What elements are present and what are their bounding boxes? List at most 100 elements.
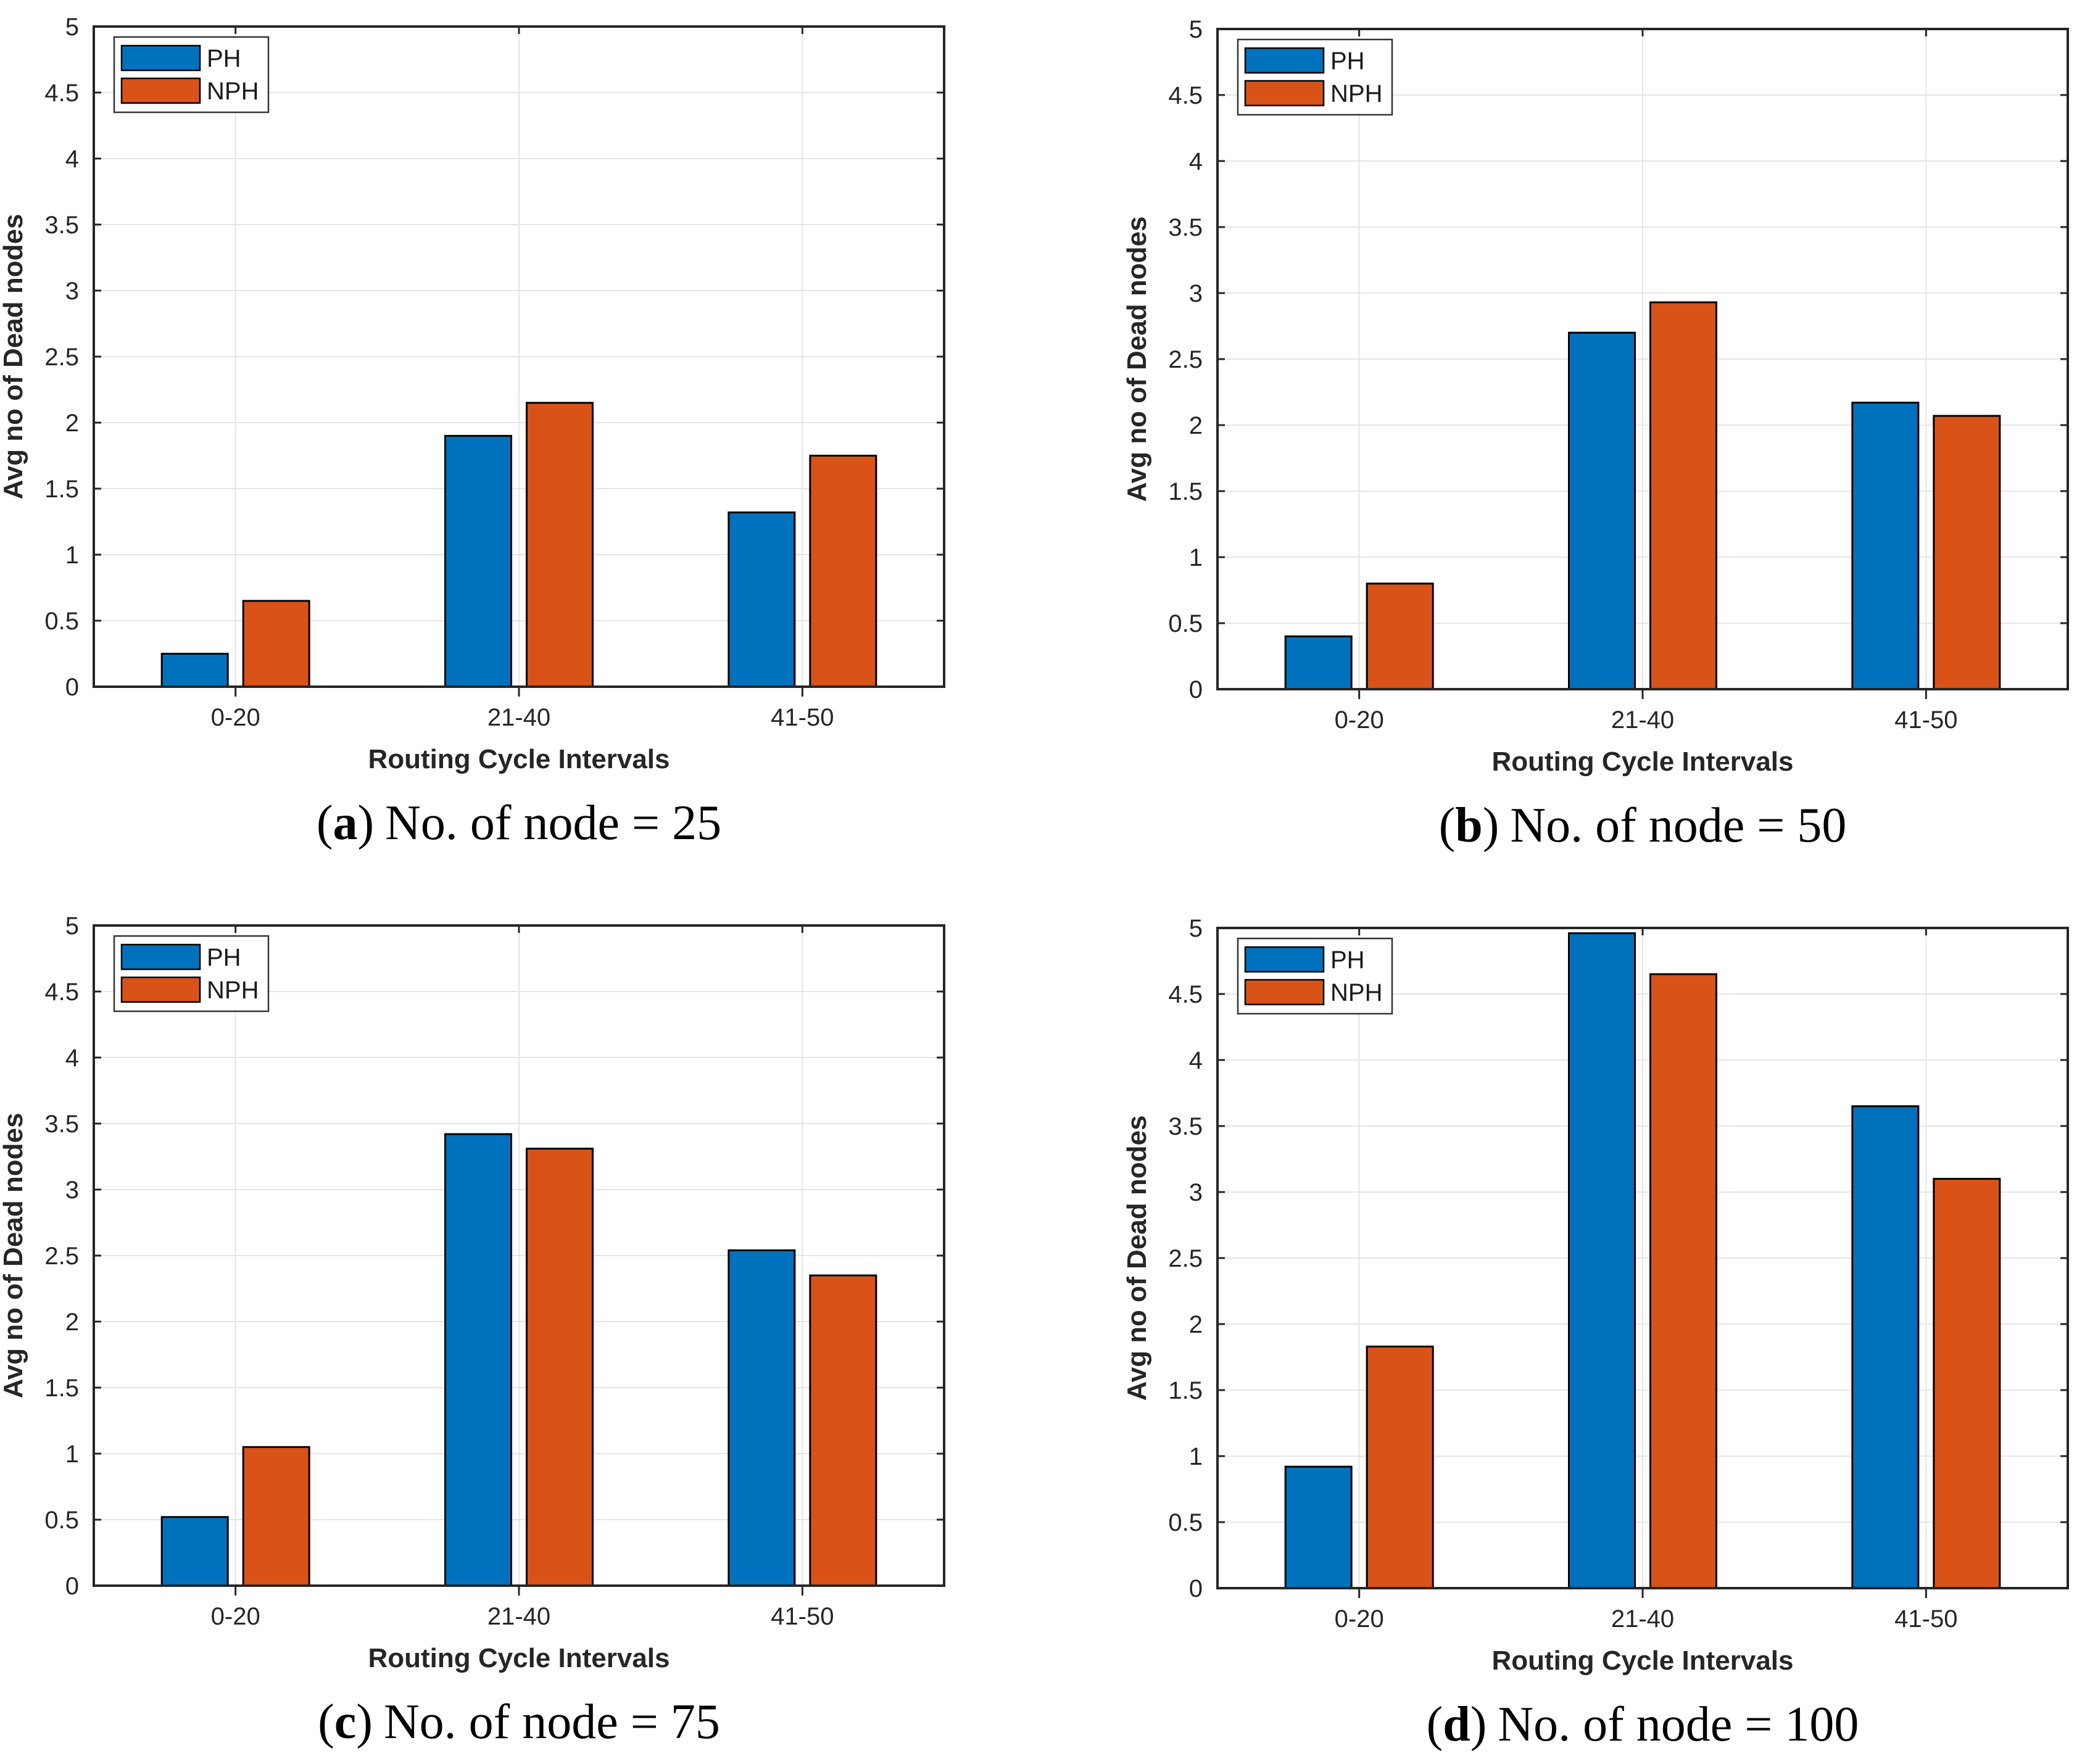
caption-letter-c: c bbox=[334, 1695, 357, 1749]
y-tick-label: 1 bbox=[65, 1441, 79, 1468]
x-axis-label: Routing Cycle Intervals bbox=[1491, 1646, 1793, 1676]
legend-label-ph: PH bbox=[207, 45, 241, 72]
y-tick-label: 4 bbox=[1189, 148, 1203, 175]
caption-text-d: No. of node = 100 bbox=[1498, 1697, 1859, 1752]
x-axis-label: Routing Cycle Intervals bbox=[1491, 747, 1793, 777]
y-tick-label: 5 bbox=[1189, 915, 1203, 942]
y-tick-label: 3 bbox=[1189, 1179, 1203, 1206]
y-tick-label: 0.5 bbox=[44, 608, 79, 635]
caption-open-paren: ( bbox=[1438, 798, 1456, 853]
y-tick-label: 2.5 bbox=[44, 344, 79, 371]
bar-nph-21-40 bbox=[526, 402, 594, 688]
bar-chart-d: 0 0.5 1 1.5 2 2.5 3 3.5 4 4.5 5 0-20 21-40 41-50 Routi… bbox=[1122, 915, 2069, 1676]
y-tick-label: 1.5 bbox=[44, 476, 79, 503]
chart-caption-a: (a) No. of node = 25 bbox=[94, 795, 944, 851]
caption-close-paren: ) bbox=[1470, 1697, 1487, 1752]
plot-box bbox=[1216, 927, 2069, 1589]
y-tick-label: 4.5 bbox=[44, 80, 79, 107]
y-tick-label: 2 bbox=[1189, 412, 1203, 439]
bar-ph-21-40 bbox=[444, 434, 512, 688]
y-axis-label: Avg no of Dead nodes bbox=[1122, 217, 1152, 502]
y-tick-label: 3.5 bbox=[44, 1111, 79, 1138]
y-tick-label: 4.5 bbox=[44, 979, 79, 1006]
chart-caption-d: (d) No. of node = 100 bbox=[1217, 1696, 2068, 1753]
caption-letter-b: b bbox=[1455, 798, 1483, 853]
y-tick-label: 1.5 bbox=[44, 1375, 79, 1402]
x-tick-label: 0-20 bbox=[1335, 1605, 1384, 1633]
y-tick-label: 3 bbox=[1189, 280, 1203, 307]
bar-chart-c: 0 0.5 1 1.5 2 2.5 3 3.5 4 4.5 5 0-20 21-40 41-50 Routi… bbox=[0, 913, 945, 1673]
y-tick-label: 4 bbox=[65, 1045, 79, 1072]
bar-nph-0-20 bbox=[242, 600, 310, 688]
y-axis-label: Avg no of Dead nodes bbox=[1122, 1116, 1152, 1401]
y-tick-label: 2.5 bbox=[44, 1243, 79, 1270]
chart-caption-b: (b) No. of node = 50 bbox=[1217, 797, 2068, 854]
y-tick-label: 1.5 bbox=[1168, 1377, 1203, 1404]
caption-text-b: No. of node = 50 bbox=[1510, 798, 1847, 853]
bar-nph-41-50 bbox=[809, 455, 877, 688]
chart-panel-a: 0 0.5 1 1.5 2 2.5 3 3.5 4 4.5 5 0-20 21-40 41-50 Routi… bbox=[0, 0, 1045, 882]
legend-label-nph: NPH bbox=[207, 78, 259, 105]
bar-nph-41-50 bbox=[809, 1274, 877, 1587]
y-tick-label: 5 bbox=[65, 14, 79, 41]
y-tick-label: 3 bbox=[65, 1177, 79, 1204]
bar-ph-41-50 bbox=[728, 511, 796, 688]
bar-nph-21-40 bbox=[526, 1148, 594, 1587]
y-tick-label: 1 bbox=[1189, 544, 1203, 571]
x-tick-label: 41-50 bbox=[1894, 706, 1957, 734]
y-tick-label: 1.5 bbox=[1168, 478, 1203, 505]
x-tick-label: 21-40 bbox=[487, 704, 550, 731]
x-tick-label: 0-20 bbox=[211, 1603, 260, 1630]
bar-chart-a: 0 0.5 1 1.5 2 2.5 3 3.5 4 4.5 5 0-20 21-40 41-50 Routi… bbox=[0, 14, 945, 774]
y-tick-label: 0 bbox=[65, 1573, 79, 1600]
bar-nph-41-50 bbox=[1933, 1178, 2001, 1589]
legend-swatch-ph bbox=[1244, 47, 1325, 74]
chart-panel-c: 0 0.5 1 1.5 2 2.5 3 3.5 4 4.5 5 0-20 21-40 41-50 Routi… bbox=[0, 899, 1045, 1764]
bar-ph-0-20 bbox=[1284, 1465, 1353, 1589]
y-tick-label: 4 bbox=[1189, 1047, 1203, 1074]
bar-nph-21-40 bbox=[1649, 973, 1717, 1589]
caption-open-paren: ( bbox=[318, 1695, 334, 1749]
bar-ph-0-20 bbox=[160, 653, 229, 688]
y-tick-label: 0 bbox=[65, 674, 79, 701]
caption-close-paren: ) bbox=[356, 1695, 373, 1749]
legend-label-nph: NPH bbox=[1330, 979, 1382, 1006]
x-tick-label: 41-50 bbox=[771, 1603, 834, 1630]
legend-swatch-ph bbox=[120, 44, 201, 72]
x-tick-label: 0-20 bbox=[211, 704, 260, 731]
bar-nph-0-20 bbox=[1366, 1345, 1434, 1589]
caption-close-paren: ) bbox=[1482, 798, 1499, 853]
legend-swatch-ph bbox=[120, 943, 201, 971]
y-tick-label: 1 bbox=[1189, 1443, 1203, 1470]
y-tick-label: 3.5 bbox=[44, 212, 79, 239]
x-tick-label: 41-50 bbox=[771, 704, 834, 731]
chart-panel-b: 0 0.5 1 1.5 2 2.5 3 3.5 4 4.5 5 0-20 21-40 41-50 Routi… bbox=[1045, 0, 2090, 882]
legend-swatch-ph bbox=[1244, 946, 1325, 973]
bar-ph-41-50 bbox=[1851, 1105, 1920, 1589]
y-tick-label: 5 bbox=[1189, 16, 1203, 43]
y-axis-label: Avg no of Dead nodes bbox=[0, 1113, 28, 1399]
legend-swatch-nph bbox=[1244, 979, 1325, 1006]
x-axis-label: Routing Cycle Intervals bbox=[368, 744, 670, 774]
caption-open-paren: ( bbox=[316, 796, 333, 850]
y-tick-label: 2 bbox=[1189, 1311, 1203, 1338]
y-tick-label: 5 bbox=[65, 913, 79, 940]
legend-label-nph: NPH bbox=[1330, 80, 1382, 107]
caption-letter-a: a bbox=[333, 796, 358, 850]
y-tick-label: 4 bbox=[65, 146, 79, 173]
x-tick-label: 0-20 bbox=[1335, 706, 1384, 734]
caption-open-paren: ( bbox=[1426, 1697, 1443, 1752]
bar-ph-0-20 bbox=[160, 1516, 229, 1587]
y-tick-label: 0.5 bbox=[1168, 1509, 1203, 1536]
legend-swatch-nph bbox=[120, 976, 201, 1003]
caption-text-c: No. of node = 75 bbox=[383, 1695, 720, 1749]
y-tick-label: 4.5 bbox=[1168, 981, 1203, 1008]
y-tick-label: 3.5 bbox=[1168, 214, 1203, 241]
legend-swatch-nph bbox=[1244, 80, 1325, 107]
legend-label-ph: PH bbox=[207, 944, 241, 971]
y-axis-label: Avg no of Dead nodes bbox=[0, 214, 28, 500]
y-tick-label: 0.5 bbox=[1168, 610, 1203, 637]
y-tick-label: 2.5 bbox=[1168, 346, 1203, 373]
x-tick-label: 21-40 bbox=[487, 1603, 550, 1630]
bar-ph-21-40 bbox=[444, 1133, 512, 1587]
